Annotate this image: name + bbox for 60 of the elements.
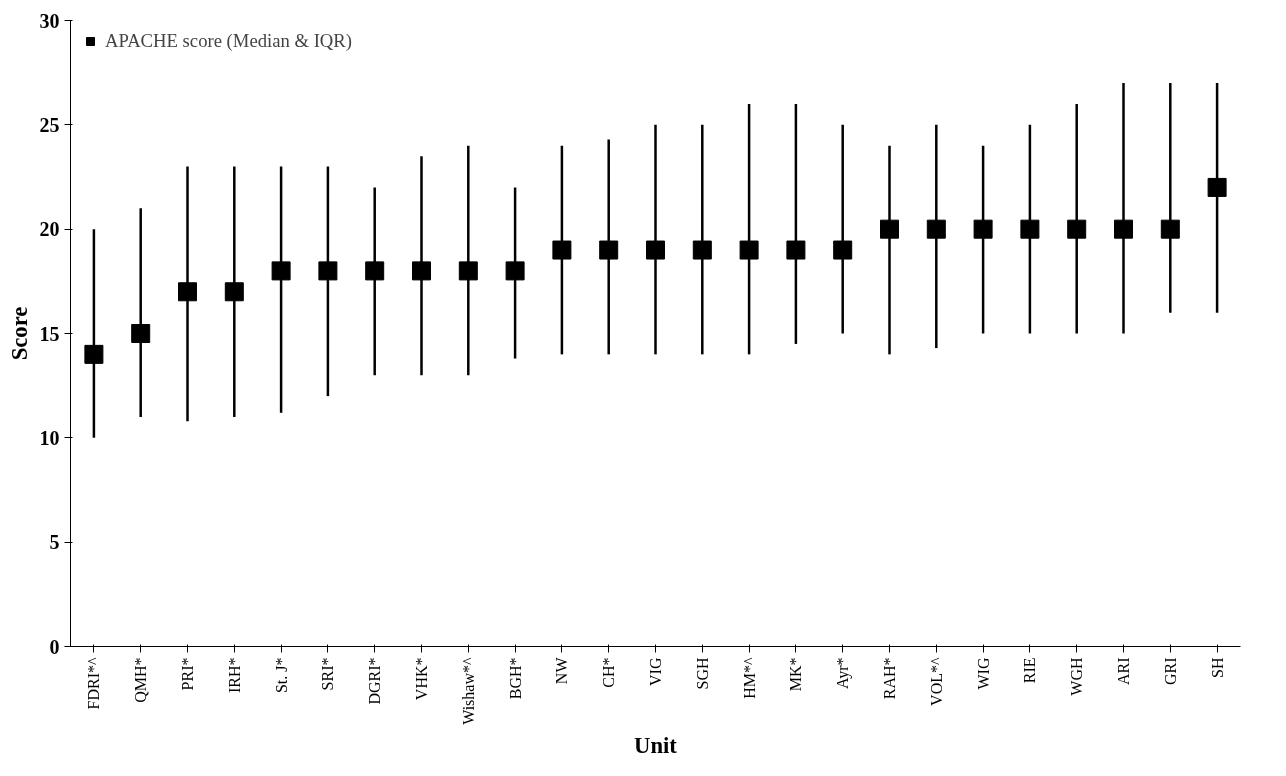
legend-label: APACHE score (Median & IQR) bbox=[105, 30, 352, 52]
x-tick-label: QMH* bbox=[132, 657, 150, 703]
y-tick-label: 25 bbox=[39, 113, 60, 136]
point bbox=[833, 240, 853, 260]
point bbox=[926, 219, 946, 239]
point bbox=[692, 240, 712, 260]
x-tick-label: IRH* bbox=[225, 657, 243, 694]
x-tick-label: Wishaw*^ bbox=[459, 657, 477, 725]
point bbox=[505, 261, 525, 281]
y-tick-label: 5 bbox=[49, 531, 60, 554]
x-tick-label: VOL*^ bbox=[927, 657, 945, 706]
y-tick-label: 10 bbox=[39, 426, 60, 449]
x-tick-label: WGH bbox=[1068, 657, 1086, 696]
point bbox=[599, 240, 619, 260]
point bbox=[224, 282, 244, 302]
point bbox=[412, 261, 431, 281]
x-tick-label: Ayr* bbox=[834, 657, 853, 689]
y-tick-label: 30 bbox=[39, 9, 60, 32]
x-tick-label: HM*^ bbox=[740, 657, 758, 699]
point bbox=[1114, 219, 1133, 239]
x-axis-title: Unit bbox=[634, 732, 678, 758]
x-tick-label: WIG bbox=[974, 657, 992, 690]
x-tick-label: CH* bbox=[600, 657, 618, 688]
x-tick-label: SRI* bbox=[319, 657, 337, 691]
x-tick-label: BGH* bbox=[506, 657, 524, 700]
point bbox=[880, 219, 899, 239]
point bbox=[552, 240, 572, 260]
x-tick-label: VIG bbox=[647, 657, 664, 686]
x-tick-label: SH bbox=[1208, 657, 1226, 678]
x-tick-label: RIE bbox=[1021, 657, 1039, 684]
point bbox=[178, 282, 197, 302]
point bbox=[458, 261, 478, 281]
point bbox=[318, 261, 338, 281]
x-tick-label: NW bbox=[553, 656, 571, 685]
x-tick-label: MK* bbox=[787, 657, 805, 692]
x-tick-label: St. J* bbox=[272, 657, 290, 694]
point bbox=[739, 240, 759, 260]
point bbox=[786, 240, 806, 260]
point bbox=[973, 219, 993, 239]
point bbox=[365, 261, 385, 281]
point bbox=[84, 344, 104, 364]
y-axis-title: Score bbox=[6, 306, 32, 361]
point bbox=[1160, 219, 1180, 239]
x-tick-label: RAH* bbox=[881, 657, 898, 700]
x-tick-label: SGH bbox=[693, 657, 711, 690]
point bbox=[131, 324, 151, 343]
x-tick-label: DGRI* bbox=[366, 657, 384, 705]
x-tick-label: GRI bbox=[1161, 657, 1179, 686]
point bbox=[1067, 219, 1087, 239]
x-tick-label: FDRI*^ bbox=[85, 657, 103, 710]
x-tick-label: VHK* bbox=[413, 657, 430, 701]
point bbox=[1020, 219, 1040, 239]
y-tick-label: 20 bbox=[39, 218, 60, 241]
x-tick-label: ARI bbox=[1115, 657, 1132, 686]
y-tick-label: 15 bbox=[39, 322, 60, 345]
point bbox=[271, 261, 291, 281]
point bbox=[646, 240, 665, 260]
point bbox=[1207, 177, 1227, 197]
y-tick-label: 0 bbox=[49, 635, 60, 658]
x-tick-label: PRI* bbox=[179, 657, 196, 691]
